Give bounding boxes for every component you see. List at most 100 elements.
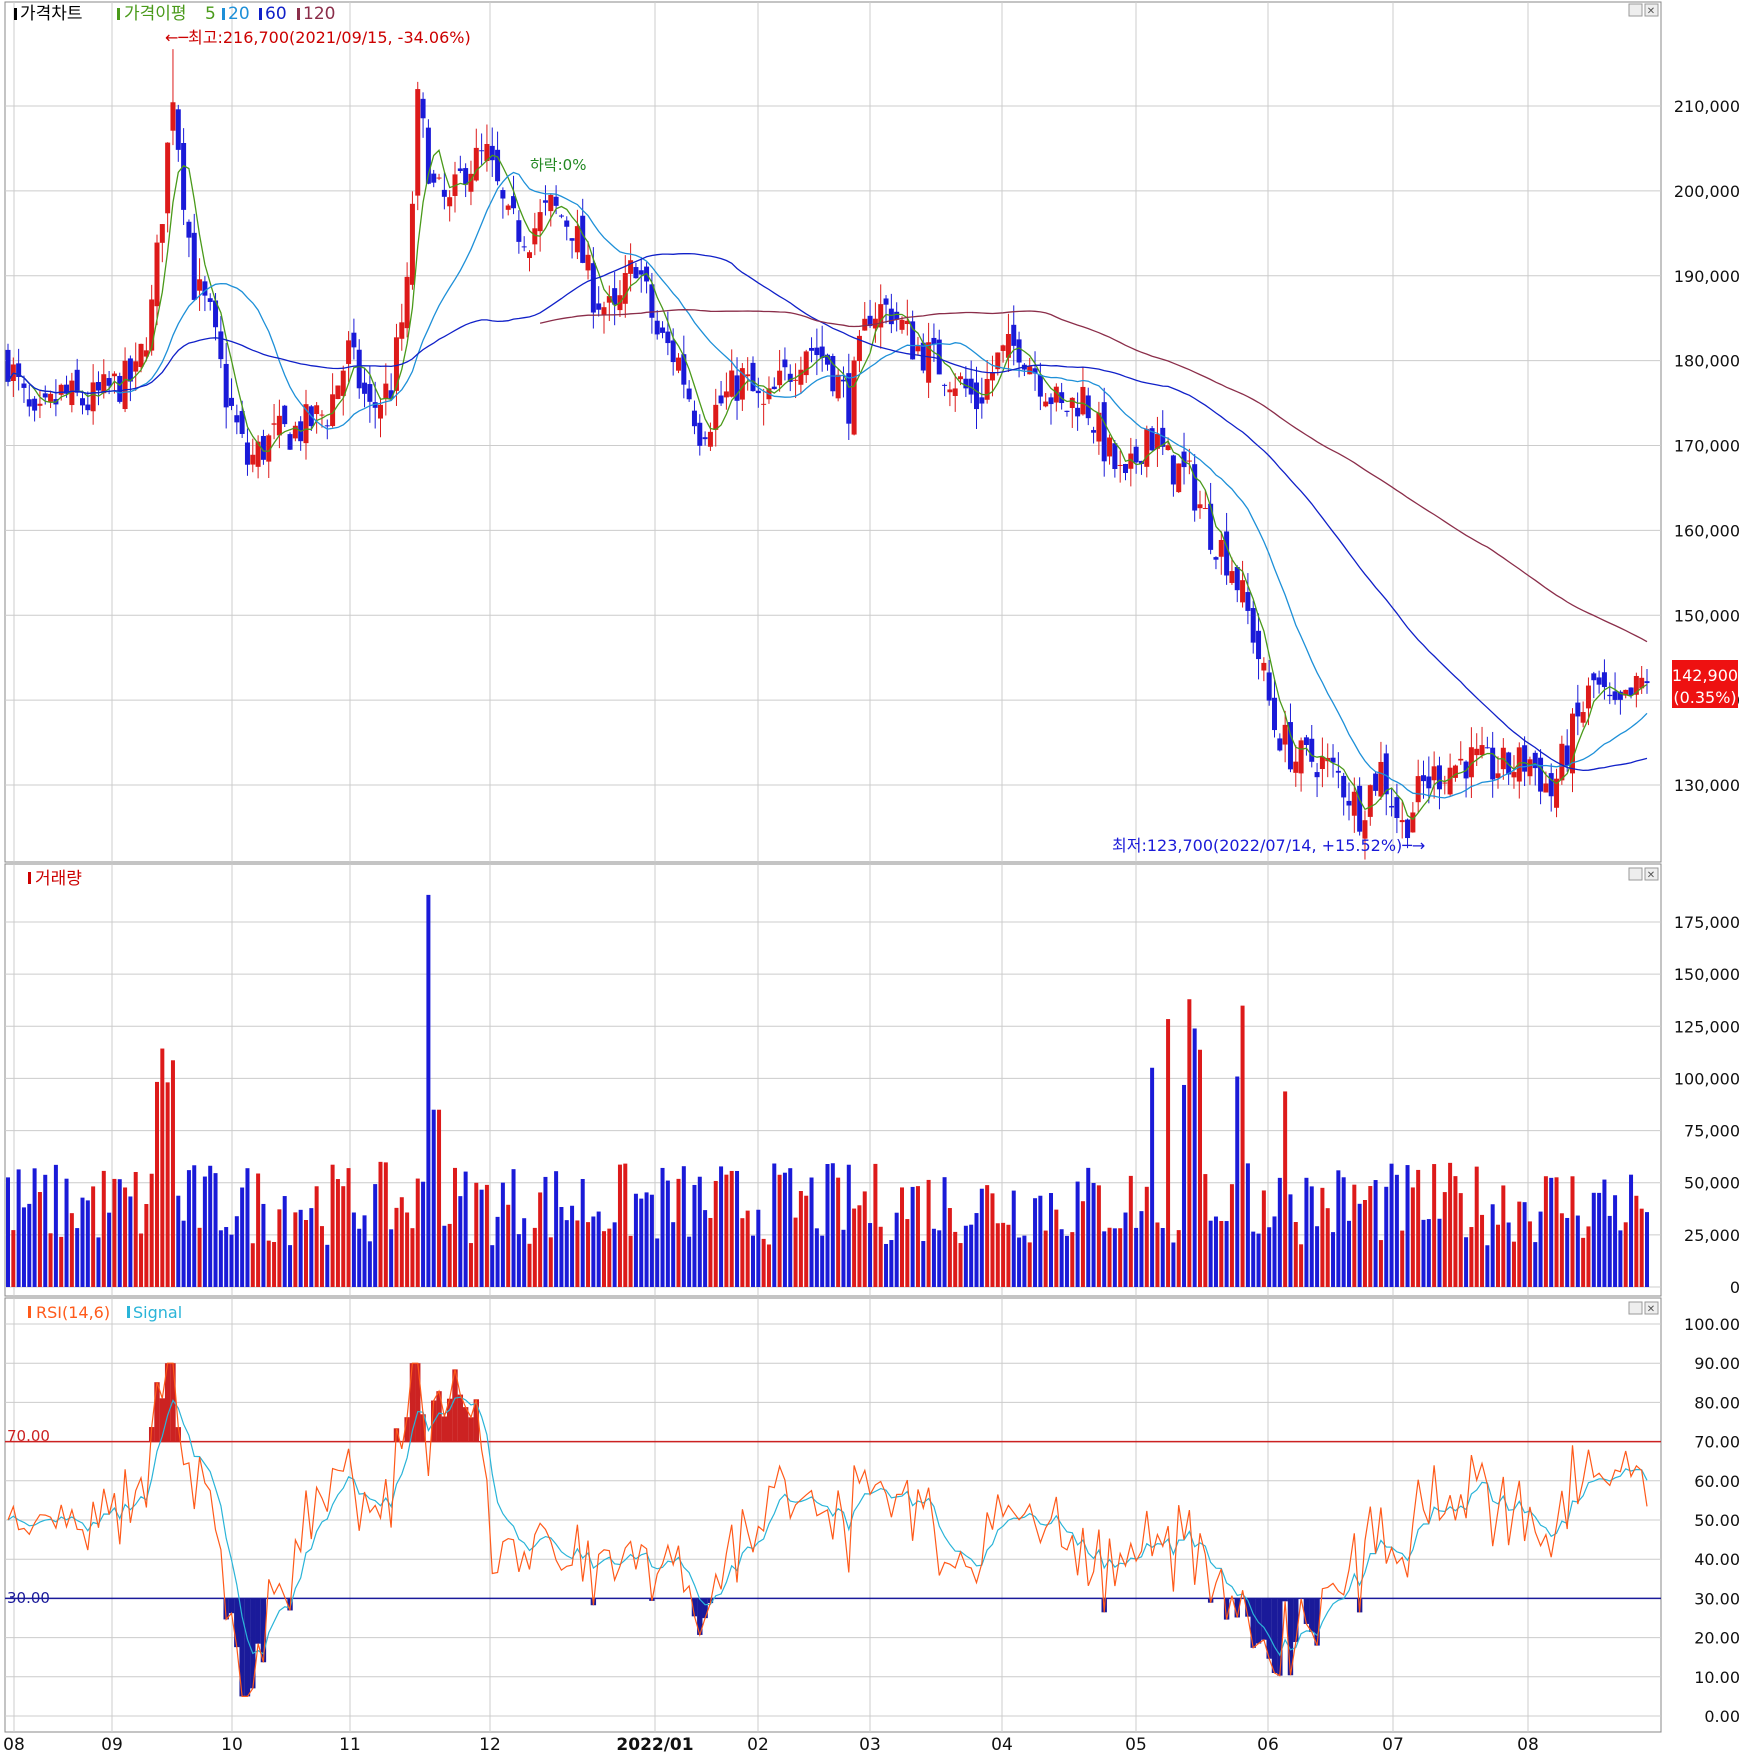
volume-bar	[495, 1216, 500, 1287]
volume-bar	[266, 1240, 271, 1287]
candle-body	[69, 380, 75, 406]
volume-bar	[985, 1185, 990, 1287]
rsi-panel-maximize-button[interactable]	[1628, 1301, 1643, 1315]
candle-body	[1154, 434, 1160, 449]
candle-body	[1314, 772, 1320, 778]
volume-bar	[628, 1235, 633, 1287]
candle-body	[213, 300, 219, 328]
volume-bar	[575, 1220, 580, 1287]
candle-body	[585, 254, 591, 271]
candle-body	[846, 373, 852, 424]
volume-panel-close-button[interactable]	[1644, 867, 1659, 881]
candle-body	[1607, 694, 1613, 697]
candle-body	[1436, 765, 1442, 790]
price-panel-maximize-button[interactable]	[1628, 3, 1643, 17]
ma5-legend: 5	[205, 4, 216, 24]
volume-bar	[314, 1186, 319, 1287]
candle-body	[1309, 738, 1315, 762]
candle-body	[755, 390, 761, 394]
candle-body	[819, 346, 825, 358]
candle-body	[958, 376, 964, 380]
volume-bar	[1277, 1177, 1282, 1287]
candle-body	[1107, 437, 1113, 457]
candle-body	[250, 454, 256, 465]
candle-body	[1005, 333, 1011, 358]
volume-bar	[1485, 1245, 1490, 1287]
candle-body	[1335, 770, 1341, 773]
volume-bar	[522, 1218, 527, 1287]
candle-body	[1112, 443, 1118, 469]
candle-body	[1511, 772, 1517, 778]
candle-body	[1373, 773, 1379, 791]
candle-body	[862, 318, 868, 331]
candle-body	[1075, 407, 1081, 417]
volume-bar	[474, 1182, 479, 1287]
price-panel-controls[interactable]: ✕	[1628, 3, 1659, 17]
volume-bar	[580, 1178, 585, 1287]
volume-bar	[644, 1192, 649, 1287]
volume-bar	[1634, 1195, 1639, 1287]
ma20-line	[7, 171, 1648, 799]
price-panel-close-button[interactable]	[1644, 3, 1659, 17]
volume-bar	[1501, 1185, 1506, 1287]
volume-bar	[1091, 1182, 1096, 1287]
candle-body	[537, 212, 543, 232]
candle-body	[867, 315, 873, 327]
volume-bar	[894, 1212, 899, 1287]
volume-bar	[234, 1216, 239, 1287]
candle-body	[1458, 758, 1464, 761]
candle-body	[1165, 445, 1171, 451]
candle-body	[48, 393, 54, 402]
candle-body	[489, 145, 495, 161]
volume-bar	[1107, 1227, 1112, 1287]
volume-bar	[1623, 1222, 1628, 1287]
volume-bar	[1160, 1227, 1165, 1287]
candle-body	[1048, 397, 1054, 405]
volume-bar	[192, 1165, 197, 1287]
rsi-oversold-fill	[1287, 1598, 1294, 1676]
volume-bar	[1522, 1202, 1527, 1287]
volume-bar	[240, 1187, 245, 1287]
volume-bar	[181, 1220, 186, 1287]
volume-bar	[559, 1207, 564, 1287]
price-tick-label: 130,000	[1674, 776, 1740, 795]
rsi-panel-controls[interactable]: ✕	[1628, 1301, 1659, 1315]
volume-bar	[101, 1170, 106, 1287]
rsi-overbought-fill	[175, 1427, 181, 1442]
volume-tick-label: 75,000	[1684, 1122, 1740, 1141]
volume-bar	[1208, 1220, 1213, 1287]
candle-body	[74, 369, 80, 393]
candle-body	[1405, 819, 1411, 839]
volume-bar	[362, 1215, 367, 1287]
candle-body	[1575, 702, 1581, 717]
volume-bar	[772, 1163, 777, 1287]
volume-bar	[415, 1178, 420, 1287]
volume-bar	[453, 1167, 457, 1287]
candle-body	[1224, 531, 1230, 576]
rsi-oversold-fill	[260, 1598, 267, 1663]
candle-body	[234, 415, 240, 423]
volume-bar	[1022, 1235, 1027, 1287]
volume-panel-maximize-button[interactable]	[1628, 867, 1643, 881]
candle-body	[968, 378, 974, 395]
volume-bar	[1315, 1226, 1320, 1287]
candle-body	[122, 360, 128, 410]
volume-bar	[969, 1224, 974, 1287]
candle-body	[1176, 463, 1182, 493]
candle-body	[1442, 782, 1448, 784]
volume-bar	[1118, 1228, 1123, 1287]
volume-bar	[889, 1240, 894, 1287]
rsi-panel-close-button[interactable]	[1644, 1301, 1659, 1315]
volume-panel-controls[interactable]: ✕	[1628, 867, 1659, 881]
volume-bar	[261, 1203, 266, 1287]
candle-body	[143, 350, 149, 357]
candle-body	[1468, 747, 1474, 778]
x-tick-label: 02	[747, 1735, 769, 1754]
rsi-tick-label: 40.00	[1694, 1550, 1740, 1569]
candle-body	[218, 331, 224, 360]
volume-bar	[953, 1231, 958, 1287]
candle-body	[1032, 368, 1038, 374]
volume-bar	[16, 1169, 21, 1287]
candle-body	[511, 196, 517, 209]
